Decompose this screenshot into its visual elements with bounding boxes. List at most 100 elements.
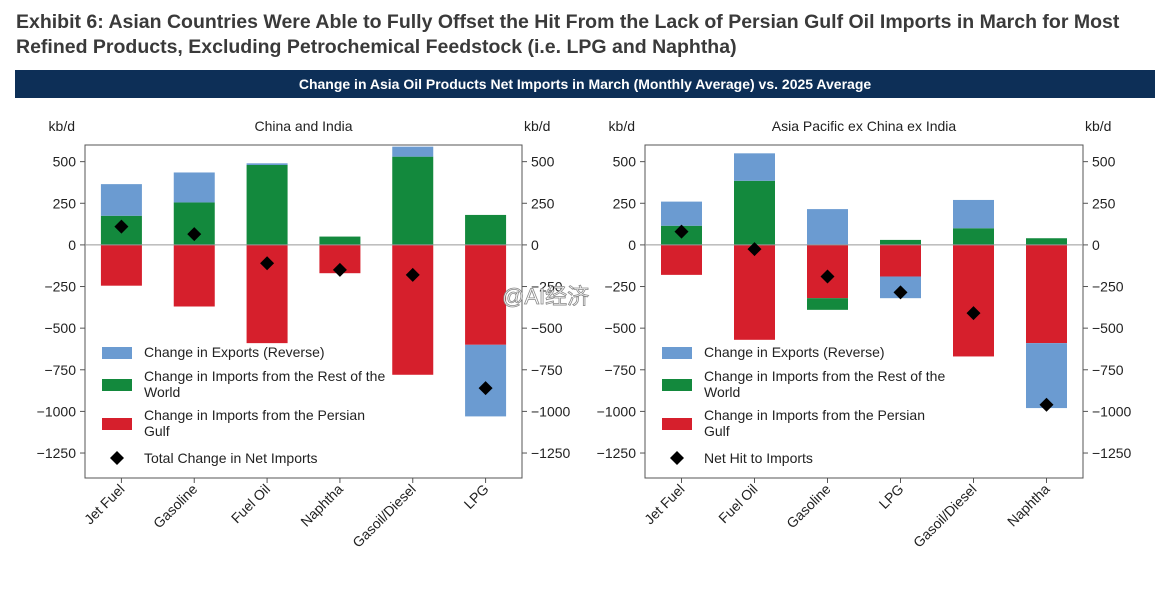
legend-marker-total [110, 451, 124, 465]
bar-row-gasoline [807, 298, 848, 310]
y-tick-label-right: −1000 [1092, 403, 1132, 419]
bar-exports-jet-fuel [100, 184, 142, 216]
y-tick-label-right: −500 [1092, 320, 1124, 336]
legend-swatch-imports-row [102, 379, 132, 391]
total-marker-fuel-oil [260, 256, 275, 271]
x-tick-label-jet-fuel: Jet Fuel [81, 481, 128, 528]
total-marker-gasoline [187, 227, 202, 242]
y-tick-label-right: −1000 [531, 403, 571, 419]
watermark-text: @AI经济 [502, 284, 589, 309]
legend-label-line: Change in Imports from the Persian [144, 407, 365, 423]
legend-label-exports: Change in Exports (Reverse) [704, 344, 885, 360]
y-tick-label-left: −500 [44, 320, 76, 336]
y-tick-label-left: −1250 [597, 445, 637, 461]
x-tick-label-fuel-oil: Fuel Oil [715, 481, 760, 526]
y-tick-label-right: −250 [1092, 279, 1124, 295]
y-tick-label-left: −750 [604, 362, 636, 378]
y-tick-label-right: 0 [531, 237, 539, 253]
legend-label-line: Change in Imports from the Rest of the [704, 368, 945, 384]
y-tick-label-right: −750 [531, 362, 563, 378]
chart-title: China and India [254, 118, 352, 134]
total-marker-jet-fuel [114, 219, 129, 234]
y-tick-label-right: −750 [1092, 362, 1124, 378]
y-tick-label-left: −250 [604, 279, 636, 295]
bar-exports-naphtha [1026, 343, 1067, 409]
legend-label-imports-row: Change in Imports from the Rest of the Wo… [704, 368, 945, 400]
y-axis-label-left: kb/d [49, 118, 75, 134]
y-tick-label-right: 0 [1092, 237, 1100, 253]
bar-exports-fuel-oil [734, 153, 775, 181]
y-tick-label-right: 500 [531, 154, 555, 170]
bar-exports-fuel-oil [246, 163, 288, 165]
x-tick-label-gasoil-diesel: Gasoil/Diesel [349, 481, 419, 551]
bar-row-naphtha [1026, 238, 1067, 245]
y-tick-label-left: −750 [44, 362, 76, 378]
y-tick-label-left: 0 [68, 237, 76, 253]
x-tick-label-naphtha: Naphtha [297, 481, 346, 530]
x-tick-label-fuel-oil: Fuel Oil [228, 481, 273, 526]
total-marker-gasoline [820, 269, 835, 284]
legend-label-total: Total Change in Net Imports [144, 450, 318, 466]
bar-gulf-lpg [465, 244, 507, 345]
y-tick-label-left: 250 [613, 195, 637, 211]
y-tick-label-left: −250 [44, 279, 76, 295]
bar-gulf-gasoil-diesel [953, 244, 994, 357]
legend-marker-total [670, 451, 684, 465]
legend-swatch-exports [102, 347, 132, 359]
bar-row-lpg [465, 214, 507, 245]
bar-row-gasoil-diesel [953, 228, 994, 245]
bar-gulf-lpg [880, 244, 921, 277]
y-tick-label-right: −1250 [531, 445, 571, 461]
bar-row-fuel-oil [734, 180, 775, 245]
y-tick-label-right: −1250 [1092, 445, 1132, 461]
exhibit-title: Exhibit 6: Asian Countries Were Able to … [16, 10, 1156, 60]
bar-row-naphtha [319, 236, 361, 245]
y-tick-label-right: −250 [531, 279, 563, 295]
y-tick-label-left: −1250 [37, 445, 77, 461]
chart-panel-2: 500 500 250 250 0 0 −250 −250 −500 −500 −750 −750 −1… [597, 118, 1132, 550]
bar-exports-lpg [465, 344, 507, 417]
total-marker-jet-fuel [674, 224, 689, 239]
legend: Change in Exports (Reverse) Change in Imp… [662, 344, 945, 466]
y-tick-label-left: 250 [53, 195, 77, 211]
legend-label-line: World [144, 384, 180, 400]
exhibit-title-line-2: Refined Products, Excluding Petrochemica… [16, 36, 737, 58]
chart-panel-1: 500 500 250 250 0 0 −250 −250 −500 −500 −750 −750 −1… [37, 118, 571, 550]
bar-row-lpg [880, 239, 921, 245]
x-tick-label-gasoil-diesel: Gasoil/Diesel [910, 481, 980, 551]
legend-label-line: Change in Exports (Reverse) [144, 344, 325, 360]
y-tick-label-left: −500 [604, 320, 636, 336]
legend-swatch-imports-row [662, 379, 692, 391]
legend-swatch-imports-gulf [102, 418, 132, 430]
y-tick-label-left: −1000 [37, 403, 77, 419]
chart-title: Asia Pacific ex China ex India [772, 118, 957, 134]
plot-frame [84, 144, 523, 479]
total-marker-naphtha [1039, 397, 1054, 412]
legend-label-line: Gulf [704, 423, 730, 439]
bar-gulf-jet-fuel [100, 244, 142, 286]
y-tick-label-left: 500 [613, 154, 637, 170]
y-axis-label-right: kb/d [1085, 118, 1111, 134]
bar-row-fuel-oil [246, 164, 288, 245]
exhibit-title-line-1: Exhibit 6: Asian Countries Were Able to … [16, 11, 1120, 33]
total-marker-lpg [478, 381, 493, 396]
legend-label-imports-row: Change in Imports from the Rest of the Wo… [144, 368, 385, 400]
bar-row-gasoil-diesel [392, 156, 434, 245]
bar-gulf-gasoline [173, 244, 215, 307]
y-tick-label-left: 0 [628, 237, 636, 253]
total-marker-gasoil-diesel [966, 306, 981, 321]
bar-gulf-fuel-oil [734, 244, 775, 340]
legend-swatch-imports-gulf [662, 418, 692, 430]
legend: Change in Exports (Reverse) Change in Imp… [102, 344, 385, 466]
plot-frame [644, 144, 1084, 479]
legend-label-line: Gulf [144, 423, 170, 439]
x-tick-label-jet-fuel: Jet Fuel [641, 481, 688, 528]
y-tick-label-left: −1000 [597, 403, 637, 419]
y-tick-label-right: 250 [531, 195, 555, 211]
bar-exports-gasoil-diesel [953, 199, 994, 229]
legend-label-line: Change in Imports from the Rest of the [144, 368, 385, 384]
y-axis-label-left: kb/d [609, 118, 635, 134]
legend-label-line: Change in Imports from the Persian [704, 407, 925, 423]
legend-label-line: World [704, 384, 740, 400]
